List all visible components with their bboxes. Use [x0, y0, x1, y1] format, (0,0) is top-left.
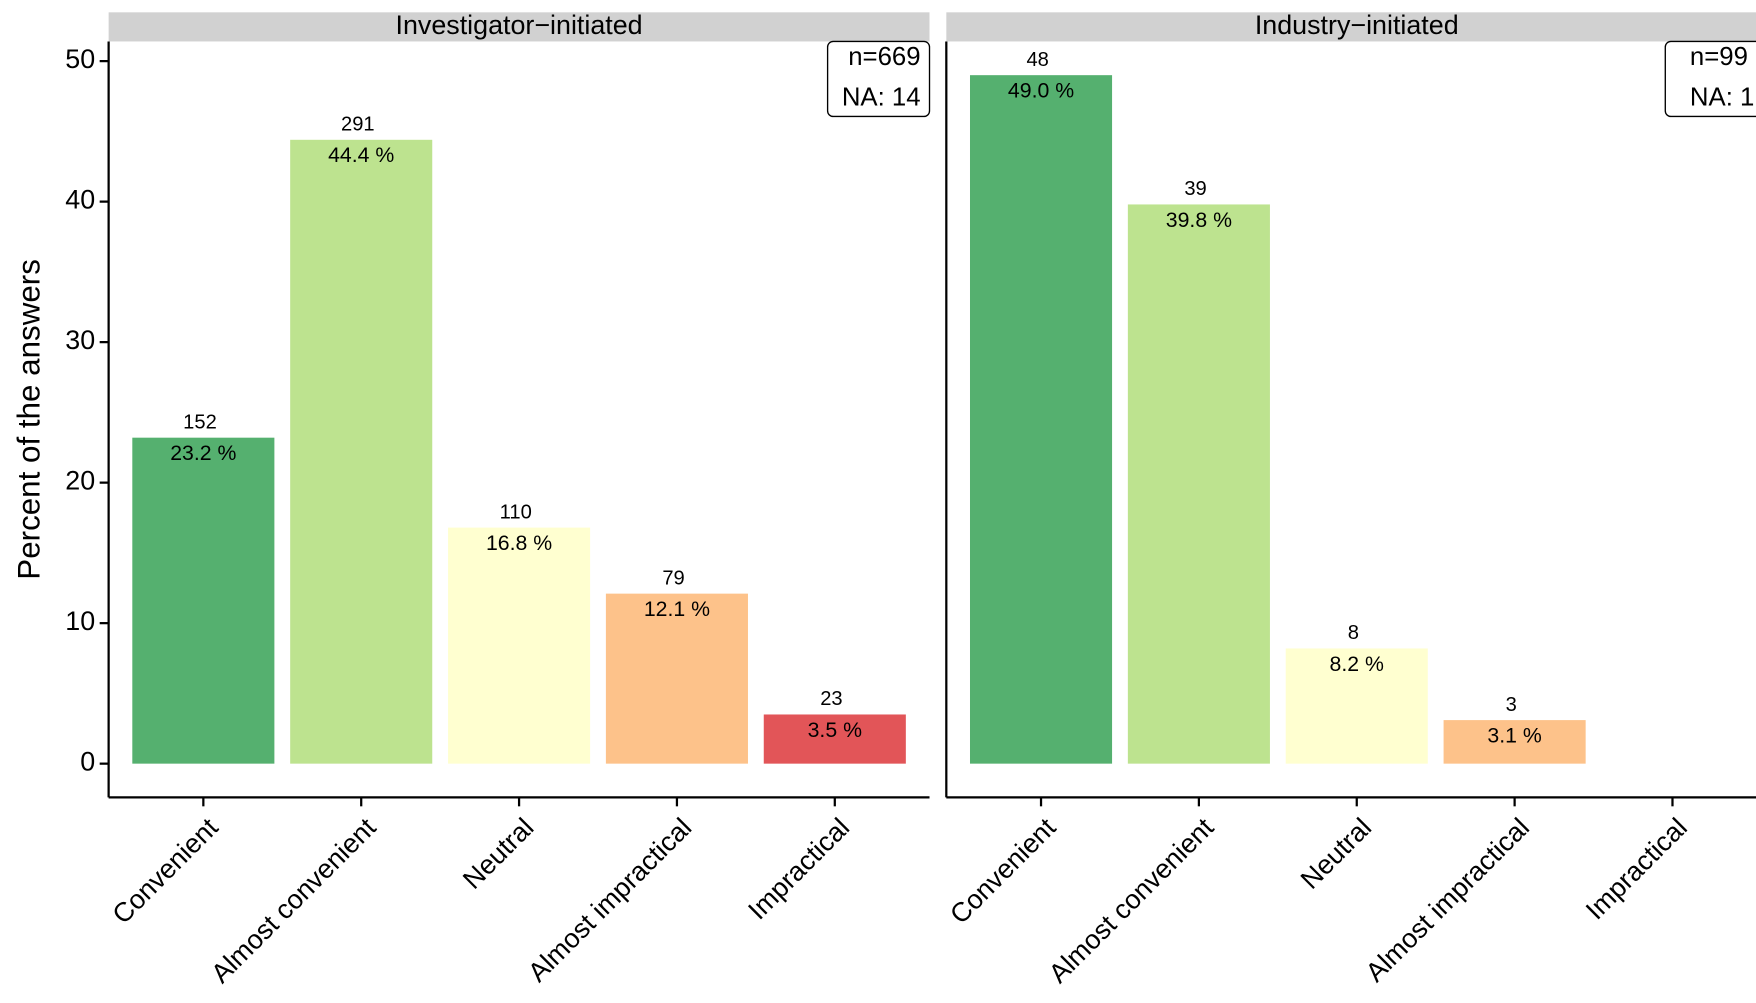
value-label: 12.1 % [644, 597, 710, 621]
x-tick-label: Impractical [742, 812, 855, 925]
x-tick-label: Almost convenient [1043, 812, 1220, 989]
bar [1443, 720, 1586, 764]
count-label: 48 [1026, 49, 1048, 71]
annotation: n=669 [848, 43, 920, 71]
annotation-box [1664, 40, 1756, 118]
y-tick-label: 20 [65, 466, 95, 496]
y-tick-label: 40 [65, 185, 95, 215]
annotation-box [826, 40, 931, 118]
bar [448, 527, 591, 764]
bar [763, 714, 906, 764]
annotation: n=99 [1690, 43, 1748, 71]
value-label: 16.8 % [486, 531, 552, 555]
x-tick-label: Convenient [944, 812, 1062, 930]
y-tick-label: 50 [65, 44, 95, 74]
y-axis-label: Percent of the answers [12, 259, 47, 580]
bar [969, 75, 1113, 764]
bar [132, 437, 275, 764]
value-label: 44.4 % [328, 143, 394, 167]
facet-strip [946, 12, 1756, 42]
x-tick-label: Convenient [107, 812, 225, 930]
annotation: NA: 14 [842, 83, 921, 111]
count-label: 23 [820, 688, 842, 710]
x-tick-label: Neutral [457, 812, 539, 894]
facet-title: Industry−initiated [1255, 10, 1459, 40]
bar [1285, 648, 1428, 764]
value-label: 8.2 % [1330, 652, 1384, 676]
value-label: 3.5 % [808, 718, 862, 742]
count-label: 152 [183, 411, 217, 433]
value-label: 49.0 % [1008, 79, 1074, 103]
x-tick-label: Impractical [1580, 812, 1693, 925]
facet-title: Investigator−initiated [396, 10, 643, 40]
count-label: 8 [1348, 622, 1359, 644]
x-tick-label: Neutral [1295, 812, 1377, 894]
value-label: 3.1 % [1487, 724, 1541, 748]
bar [290, 139, 433, 764]
y-tick-label: 10 [65, 606, 95, 636]
count-label: 291 [341, 114, 375, 136]
value-label: 39.8 % [1166, 208, 1232, 232]
y-tick-label: 30 [65, 325, 95, 355]
value-label: 23.2 % [170, 441, 236, 465]
count-label: 79 [662, 567, 684, 589]
y-tick-label: 0 [80, 747, 95, 777]
count-label: 39 [1184, 178, 1206, 200]
bar [1127, 204, 1270, 764]
x-tick-label: Almost impractical [1360, 812, 1535, 987]
annotation: NA: 1 [1690, 83, 1754, 111]
x-tick-label: Almost convenient [205, 812, 382, 989]
facet-strip [108, 12, 930, 42]
x-tick-label: Almost impractical [522, 812, 697, 987]
bar [605, 593, 748, 764]
count-label: 110 [500, 501, 532, 523]
count-label: 3 [1506, 694, 1517, 716]
